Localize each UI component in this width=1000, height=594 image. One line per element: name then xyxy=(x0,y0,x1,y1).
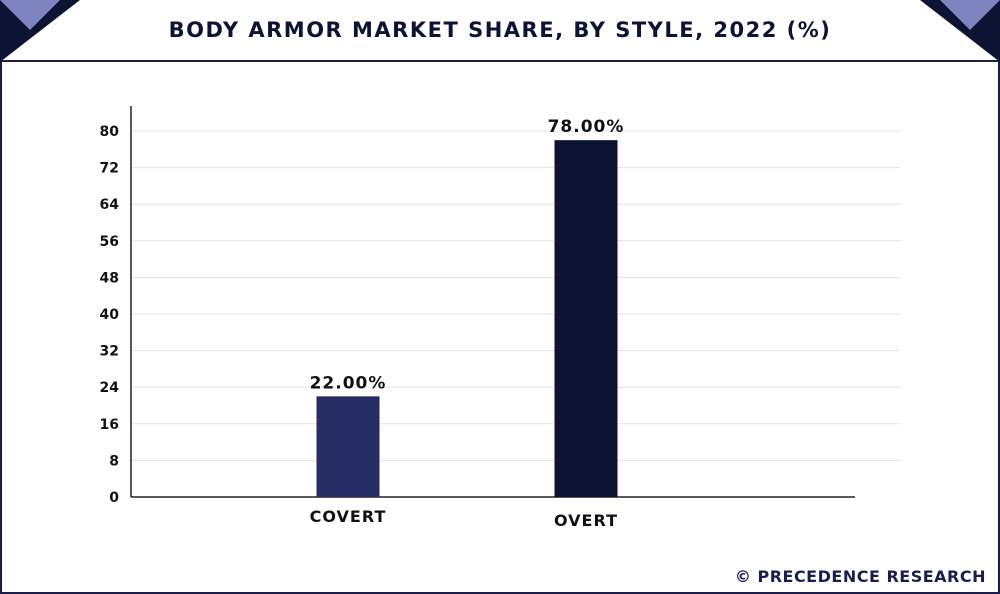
y-tick-label: 8 xyxy=(109,453,119,469)
y-tick-label: 72 xyxy=(100,161,119,177)
bar-covert xyxy=(316,396,380,497)
data-label: 22.00% xyxy=(310,373,387,393)
y-tick-label: 24 xyxy=(100,380,120,396)
header-corners xyxy=(0,0,1000,62)
data-labels: 22.00% 78.00% xyxy=(310,117,625,393)
y-tick-label: 48 xyxy=(100,270,119,286)
y-tick-label: 40 xyxy=(100,307,120,323)
data-label: 78.00% xyxy=(548,117,625,137)
corner-decoration-left-light xyxy=(0,0,60,30)
bars xyxy=(316,140,618,497)
bar-overt xyxy=(554,140,618,497)
y-axis-ticks: 0 8 16 24 32 40 48 56 64 72 80 xyxy=(100,124,120,506)
x-tick-label: COVERT xyxy=(310,507,387,526)
x-axis-labels: COVERT OVERT xyxy=(310,507,618,530)
x-tick-label: OVERT xyxy=(554,511,618,530)
corner-decoration-right-light xyxy=(940,0,1000,30)
y-tick-label: 0 xyxy=(109,490,119,506)
y-tick-label: 56 xyxy=(100,234,119,250)
chart-title: BODY ARMOR MARKET SHARE, BY STYLE, 2022 … xyxy=(168,18,832,42)
y-tick-label: 16 xyxy=(100,417,119,433)
y-tick-label: 80 xyxy=(100,124,120,140)
y-tick-label: 32 xyxy=(100,344,119,360)
y-tick-label: 64 xyxy=(100,197,120,213)
chart-header: BODY ARMOR MARKET SHARE, BY STYLE, 2022 … xyxy=(0,0,1000,62)
watermark-text: © PRECEDENCE RESEARCH xyxy=(734,567,986,586)
gridlines xyxy=(131,130,900,461)
